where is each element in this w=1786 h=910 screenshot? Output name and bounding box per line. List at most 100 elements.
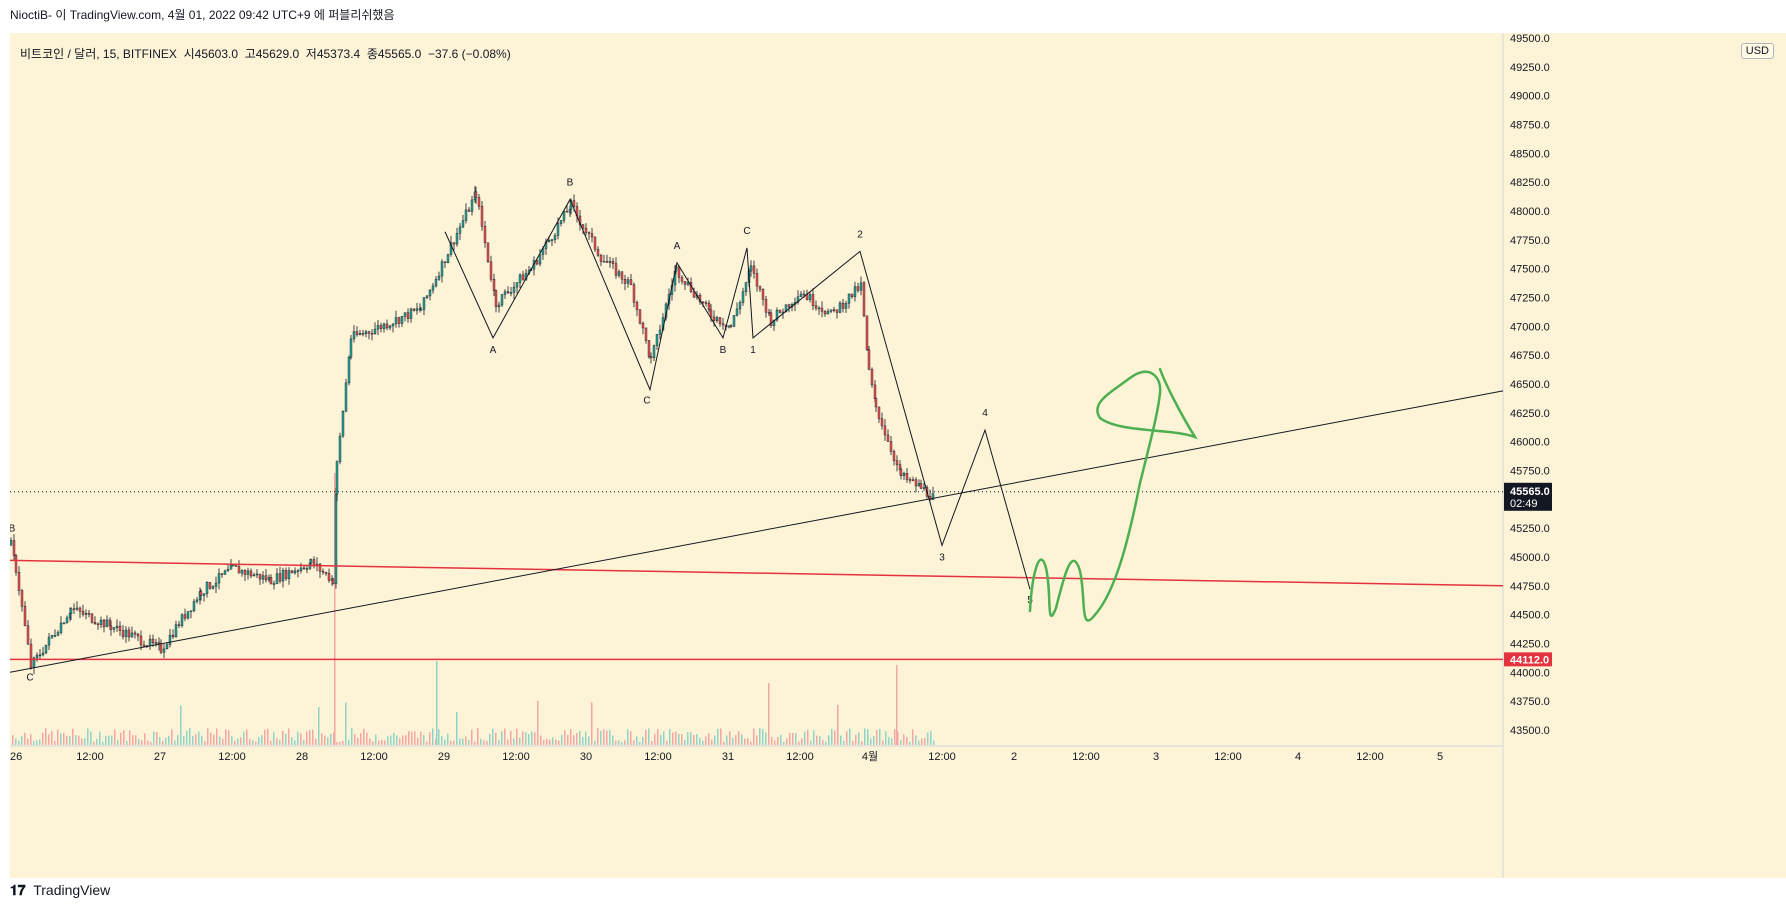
candle-body [53, 635, 57, 637]
price-tick-label: 49000.0 [1510, 91, 1550, 103]
candle-body [364, 331, 368, 335]
candle-body [862, 282, 866, 317]
volume-bar [168, 735, 170, 745]
volume-bar [612, 735, 614, 745]
candle-body [752, 265, 756, 274]
candle-body [817, 307, 821, 310]
elliott-wave-path[interactable] [444, 198, 1031, 590]
volume-bar [120, 732, 122, 745]
volume-bar [162, 740, 164, 745]
candle-body [873, 384, 877, 399]
volume-bar [291, 737, 293, 745]
candle-body [655, 334, 659, 346]
volume-bar [618, 740, 620, 745]
tradingview-logo-icon[interactable]: 𝟏𝟕 [10, 882, 26, 898]
volume-bar [150, 741, 152, 745]
candle-body [492, 279, 496, 291]
candle-body [483, 226, 487, 243]
currency-button[interactable]: USD [1740, 43, 1774, 59]
volume-bar [231, 736, 233, 745]
volume-bar [543, 739, 545, 745]
volume-bar [801, 738, 803, 745]
volume-bar [645, 729, 647, 745]
volume-bar [45, 728, 47, 745]
candle-body [214, 582, 218, 587]
volume-bar [546, 738, 548, 745]
volume-bar [436, 661, 438, 745]
volume-bar [879, 728, 881, 745]
volume-bar [927, 732, 929, 745]
chart-canvas[interactable]: 49500.0 49250.0 49000.0 48750.0 48500.0 48250… [10, 33, 1786, 878]
volume-bar [54, 740, 56, 745]
volume-bar [276, 738, 278, 745]
candle-body [772, 319, 776, 326]
volume-bar [804, 731, 806, 745]
volume-bar [924, 737, 926, 745]
resistance-trend-line[interactable] [10, 559, 1504, 587]
candle-body [255, 573, 259, 576]
candle-body [226, 569, 230, 572]
wave-label: C [743, 226, 750, 237]
time-tick-label: 12:00 [360, 751, 388, 763]
volume-bar [600, 730, 602, 745]
candle-body [290, 570, 294, 574]
candle-body [715, 317, 719, 321]
candle-body [252, 574, 256, 577]
chart-pane[interactable]: 49500.0 49250.0 49000.0 48750.0 48500.0 48250… [10, 33, 1786, 878]
candle-body [376, 325, 380, 330]
volume-bar [381, 739, 383, 745]
candle-body [249, 570, 253, 577]
level-price-label: 44112.0 [1510, 654, 1549, 666]
volume-bar [687, 732, 689, 745]
candle-body [217, 573, 221, 584]
volume-bar [573, 735, 575, 745]
symbol-legend: 비트코인 / 달러, 15, BITFINEX 시45603.0 고45629.… [20, 45, 511, 62]
candle-body [802, 293, 806, 296]
candle-body [154, 642, 158, 644]
volume-bar [831, 728, 833, 745]
rising-trend-line[interactable] [10, 390, 1504, 673]
price-tick-label: 48500.0 [1510, 148, 1550, 160]
symbol-name[interactable]: 비트코인 / 달러, 15, BITFINEX [20, 47, 177, 61]
candle-body [44, 644, 48, 654]
candle-body [823, 311, 827, 315]
volume-bar [588, 736, 590, 745]
candle-body [617, 271, 621, 276]
candle-body [281, 570, 285, 582]
volume-bar [411, 731, 413, 745]
volume-bar [855, 734, 857, 745]
time-tick-label: 12:00 [644, 751, 672, 763]
candle-body [593, 236, 597, 250]
brush-drawing[interactable] [1028, 367, 1198, 622]
candle-body [518, 274, 522, 283]
volume-bar [651, 741, 653, 745]
volume-bar [405, 735, 407, 745]
candle-body [347, 357, 351, 384]
candle-body [683, 281, 687, 285]
candle-body [787, 304, 791, 308]
candle-body [883, 425, 887, 436]
volume-bar [363, 728, 365, 745]
volume-bar [597, 728, 599, 745]
volume-bar [771, 737, 773, 745]
candle-body [105, 619, 109, 628]
volume-bar [15, 738, 17, 745]
volume-bar [780, 734, 782, 745]
volume-bar [279, 739, 281, 745]
volume-bar [222, 738, 224, 745]
brand-name[interactable]: TradingView [33, 882, 111, 898]
candle-body [302, 567, 306, 570]
volume-bar [705, 736, 707, 745]
candle-body [361, 333, 365, 335]
candle-body [415, 308, 419, 311]
volume-bar [483, 740, 485, 745]
candle-body [208, 582, 212, 589]
volume-bar [654, 733, 656, 745]
volume-bar [288, 728, 290, 745]
time-tick-label: 27 [154, 751, 166, 763]
candle-body [641, 322, 645, 329]
candle-body [467, 209, 471, 212]
volume-bar [480, 738, 482, 745]
candle-body [318, 563, 322, 572]
volume-bar [327, 737, 329, 745]
